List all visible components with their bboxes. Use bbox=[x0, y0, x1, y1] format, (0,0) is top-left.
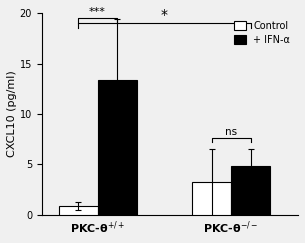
Text: ns: ns bbox=[225, 127, 237, 137]
Bar bbox=[192, 182, 231, 215]
Bar bbox=[59, 206, 98, 215]
Text: ***: *** bbox=[89, 7, 106, 17]
Bar bbox=[231, 166, 270, 215]
Y-axis label: CXCL10 (pg/ml): CXCL10 (pg/ml) bbox=[7, 70, 17, 157]
Text: *: * bbox=[161, 8, 168, 22]
Bar bbox=[98, 80, 137, 215]
Legend: Control, + IFN-α: Control, + IFN-α bbox=[231, 18, 293, 48]
